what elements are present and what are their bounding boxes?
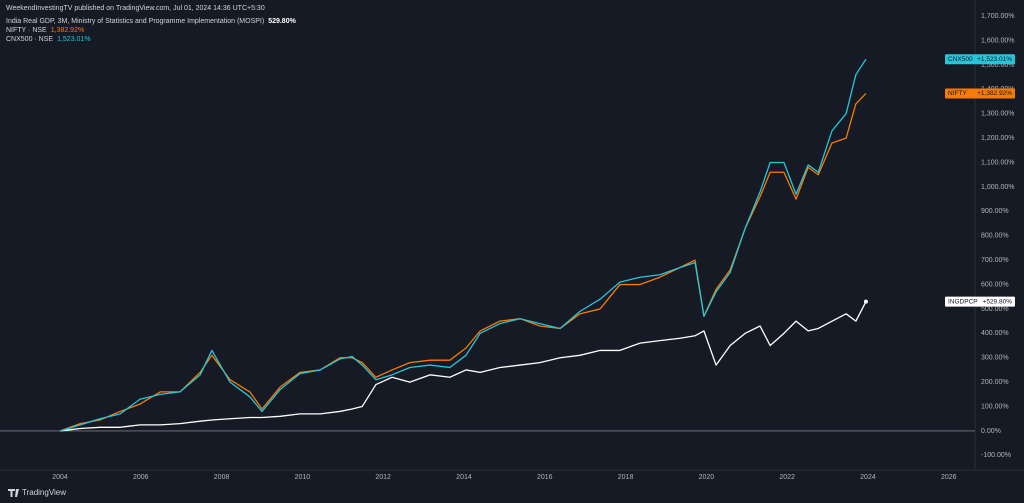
series-line bbox=[59, 93, 867, 432]
y-tick-label: 400.00% bbox=[981, 330, 1009, 337]
legend-value: 1,382.92% bbox=[51, 27, 84, 34]
x-tick-label: 2010 bbox=[295, 474, 311, 481]
x-tick-label: 2004 bbox=[52, 474, 68, 481]
x-tick-label: 2016 bbox=[537, 474, 553, 481]
y-tick-label: 200.00% bbox=[981, 379, 1009, 386]
y-tick-label: 1,500.00% bbox=[981, 62, 1014, 69]
series-line bbox=[59, 58, 867, 432]
y-tick-label: 1,000.00% bbox=[981, 184, 1014, 191]
legend-name: India Real GDP, 3M, Ministry of Statisti… bbox=[6, 18, 264, 25]
y-tick-label: 1,700.00% bbox=[981, 13, 1014, 20]
x-tick-label: 2020 bbox=[699, 474, 715, 481]
y-tick-label: 0.00% bbox=[981, 428, 1001, 435]
legend-name: CNX500 · NSE bbox=[6, 36, 53, 43]
y-tick-label: 700.00% bbox=[981, 257, 1009, 264]
price-tag bbox=[945, 88, 1015, 99]
footer: TradingView bbox=[22, 488, 66, 497]
price-tag-name: NIFTY bbox=[948, 90, 967, 97]
y-tick-label: 1,100.00% bbox=[981, 159, 1014, 166]
price-tag-value: +1,382.92% bbox=[977, 90, 1012, 97]
y-tick-label: 100.00% bbox=[981, 403, 1009, 410]
price-tag-value: +529.80% bbox=[983, 298, 1013, 305]
y-tick-label: 800.00% bbox=[981, 233, 1009, 240]
x-tick-label: 2008 bbox=[214, 474, 230, 481]
price-tag-name: INGDPCP bbox=[948, 298, 978, 305]
y-tick-label: 300.00% bbox=[981, 355, 1009, 362]
price-tag bbox=[945, 296, 1015, 307]
x-tick-label: 2006 bbox=[133, 474, 149, 481]
y-tick-label: 1,300.00% bbox=[981, 111, 1014, 118]
publisher: WeekendInvestingTV published on TradingV… bbox=[6, 5, 265, 12]
y-tick-label: -100.00% bbox=[981, 452, 1011, 459]
legend-value: 1,523.01% bbox=[57, 36, 90, 43]
legend-value: 529.80% bbox=[268, 18, 296, 25]
y-tick-label: 1,200.00% bbox=[981, 135, 1014, 142]
legend-name: NIFTY · NSE bbox=[6, 27, 47, 34]
x-tick-label: 2018 bbox=[618, 474, 634, 481]
price-tag bbox=[945, 54, 1015, 65]
price-tag-value: +1,523.01% bbox=[977, 56, 1012, 63]
x-tick-label: 2022 bbox=[779, 474, 795, 481]
y-tick-label: 600.00% bbox=[981, 281, 1009, 288]
legend-entry: NIFTY · NSE 1,382.92% bbox=[6, 27, 84, 34]
x-tick-label: 2014 bbox=[456, 474, 472, 481]
logo bbox=[8, 489, 19, 497]
y-tick-label: 900.00% bbox=[981, 208, 1009, 215]
x-tick-label: 2026 bbox=[941, 474, 957, 481]
legend-entry: India Real GDP, 3M, Ministry of Statisti… bbox=[6, 18, 297, 25]
x-tick-label: 2024 bbox=[860, 474, 876, 481]
legend: India Real GDP, 3M, Ministry of Statisti… bbox=[6, 18, 297, 43]
y-tick-label: 500.00% bbox=[981, 306, 1009, 313]
legend-entry: CNX500 · NSE 1,523.01% bbox=[6, 36, 91, 43]
y-tick-label: 1,600.00% bbox=[981, 37, 1014, 44]
x-tick-label: 2012 bbox=[375, 474, 391, 481]
price-tag-name: CNX500 bbox=[948, 56, 973, 63]
last-point bbox=[863, 299, 868, 304]
series-line bbox=[59, 301, 867, 432]
